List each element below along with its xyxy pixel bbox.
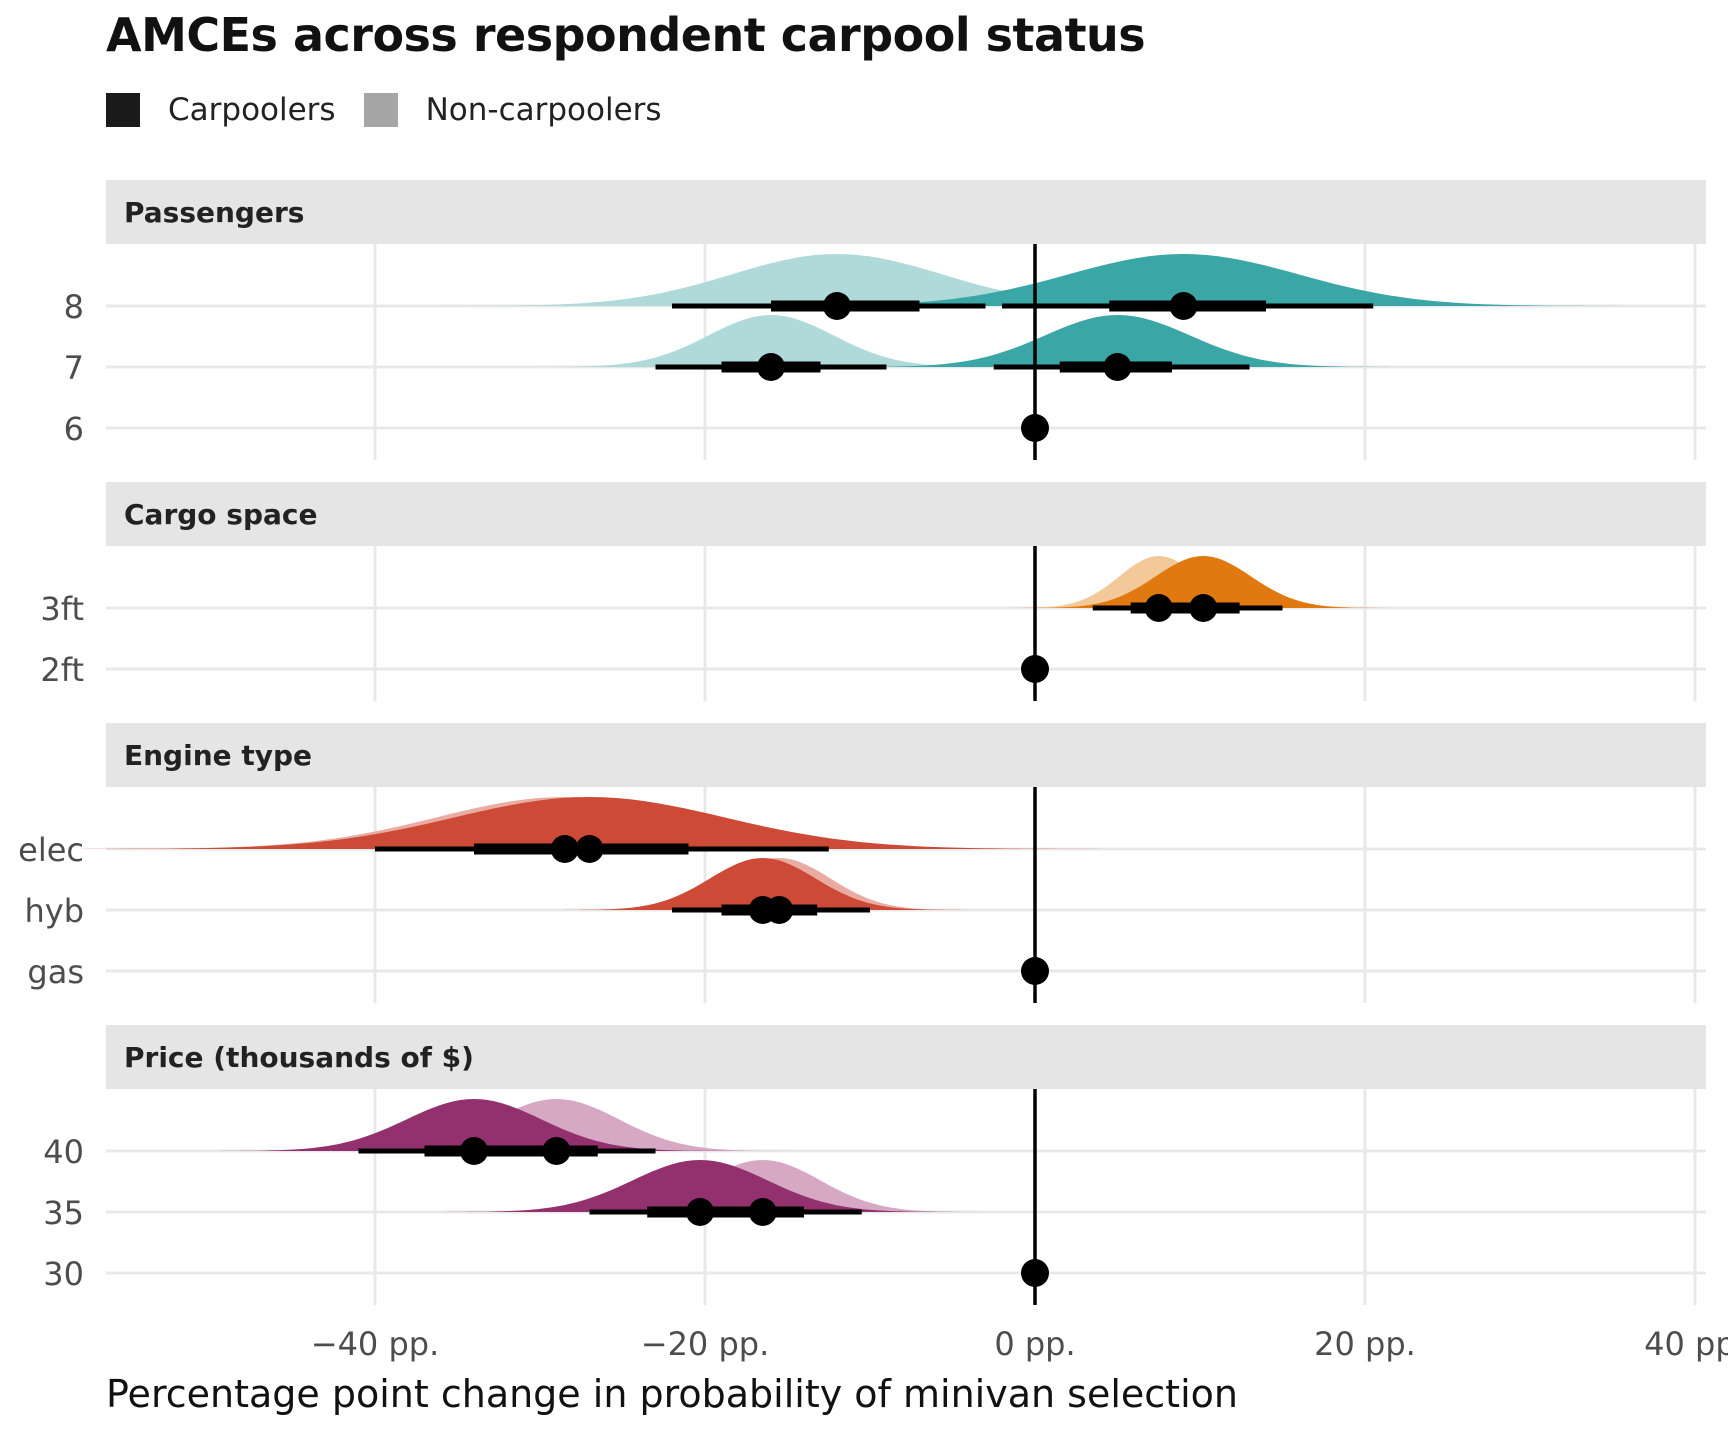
legend-label-non-carpoolers: Non-carpoolers — [425, 92, 662, 128]
y-tick-label-passengers-7: 7 — [64, 349, 84, 387]
density-cargo-space-3ft-carpoolers — [1011, 556, 1395, 608]
point-median-price-thousands-of-40-non-carpoolers — [542, 1137, 571, 1165]
x-tick-label-20-pp: 20 pp. — [1314, 1325, 1416, 1363]
point-median-passengers-7-carpoolers — [1103, 353, 1132, 381]
facet-label-cargo-space: Cargo space — [124, 498, 317, 531]
x-tick-label-40-pp: 40 pp. — [1644, 1325, 1728, 1363]
legend-swatch-carpoolers — [106, 93, 140, 127]
facet-strip-passengers — [106, 180, 1706, 244]
density-passengers-7-non-carpoolers — [520, 315, 1022, 367]
y-tick-label-engine-type-hyb: hyb — [24, 892, 84, 930]
legend-label-carpoolers: Carpoolers — [168, 92, 336, 128]
y-tick-label-price-thousands-of-40: 40 — [43, 1133, 84, 1171]
point-median-passengers-7-non-carpoolers — [757, 353, 785, 381]
x-axis: −40 pp. −20 pp. 0 pp. 20 pp. 40 pp. — [311, 1325, 1728, 1363]
point-median-engine-type-hyb-carpoolers — [748, 896, 777, 924]
intervals-price-thousands-of — [358, 1137, 862, 1226]
facet-label-passengers: Passengers — [124, 196, 304, 229]
facet-engine-type: Engine type elec hyb gas — [18, 723, 1706, 1003]
y-tick-label-cargo-space-3ft: 3ft — [40, 590, 84, 628]
density-price-thousands-of-40-non-carpoolers — [305, 1099, 808, 1151]
facet-label-price-thousands-of: Price (thousands of $) — [124, 1041, 474, 1074]
reference-point-passengers-6 — [1021, 414, 1049, 442]
densities-passengers — [414, 254, 1646, 367]
facet-strip-price-thousands-of — [106, 1025, 1706, 1089]
legend-item-carpoolers: Carpoolers — [106, 92, 336, 128]
y-tick-label-price-thousands-of-35: 35 — [43, 1194, 84, 1232]
facet-price-thousands-of: Price (thousands of $) 40 35 30 — [43, 1025, 1706, 1305]
point-median-price-thousands-of-35-carpoolers — [686, 1198, 715, 1226]
facet-strip-cargo-space — [106, 482, 1706, 546]
densities-cargo-space — [1000, 556, 1395, 608]
x-tick-label-40-pp: −40 pp. — [311, 1325, 440, 1363]
legend-swatch-non-carpoolers — [363, 93, 398, 127]
facet-label-engine-type: Engine type — [124, 739, 312, 772]
point-median-passengers-8-carpoolers — [1169, 292, 1198, 320]
x-tick-label-20-pp: −20 pp. — [641, 1325, 770, 1363]
y-tick-label-cargo-space-2ft: 2ft — [40, 651, 84, 689]
y-tick-label-price-thousands-of-30: 30 — [43, 1255, 84, 1293]
density-price-thousands-of-40-carpoolers — [203, 1099, 745, 1151]
point-median-cargo-space-3ft-carpoolers — [1189, 594, 1218, 622]
densities-engine-type — [48, 797, 1131, 910]
density-passengers-7-carpoolers — [827, 315, 1408, 367]
chart-title: AMCEs across respondent carpool status — [106, 8, 1146, 62]
legend: Carpoolers Non-carpoolers — [106, 92, 690, 128]
y-tick-label-engine-type-elec: elec — [18, 831, 84, 869]
x-tick-label-0-pp: 0 pp. — [994, 1325, 1075, 1363]
intervals-engine-type — [375, 835, 870, 924]
y-tick-label-passengers-8: 8 — [64, 288, 84, 326]
density-price-thousands-of-35-carpoolers — [429, 1160, 971, 1212]
x-axis-title: Percentage point change in probability o… — [106, 1372, 1238, 1416]
reference-point-engine-type-gas — [1021, 957, 1049, 985]
reference-point-cargo-space-2ft — [1021, 655, 1049, 683]
point-median-price-thousands-of-35-non-carpoolers — [748, 1198, 777, 1226]
density-passengers-8-non-carpoolers — [414, 254, 1260, 306]
densities-price-thousands-of — [203, 1099, 994, 1212]
point-median-engine-type-elec-non-carpoolers — [550, 835, 579, 863]
density-engine-type-elec-carpoolers — [48, 797, 1131, 849]
reference-point-price-thousands-of-30 — [1021, 1259, 1049, 1287]
y-tick-label-passengers-6: 6 — [64, 410, 84, 448]
density-engine-type-hyb-carpoolers — [551, 858, 974, 910]
intervals-cargo-space — [1092, 594, 1283, 622]
facet-passengers: Passengers 8 7 6 — [64, 180, 1706, 460]
y-tick-label-engine-type-gas: gas — [27, 953, 84, 991]
point-median-cargo-space-3ft-non-carpoolers — [1144, 594, 1173, 622]
facet-cargo-space: Cargo space 3ft 2ft — [40, 482, 1706, 701]
point-median-engine-type-elec-carpoolers — [575, 835, 604, 863]
point-median-passengers-8-non-carpoolers — [823, 292, 851, 320]
facet-strip-engine-type — [106, 723, 1706, 787]
point-median-price-thousands-of-40-carpoolers — [460, 1137, 488, 1165]
legend-item-non-carpoolers: Non-carpoolers — [363, 92, 662, 128]
density-passengers-8-carpoolers — [721, 254, 1646, 306]
